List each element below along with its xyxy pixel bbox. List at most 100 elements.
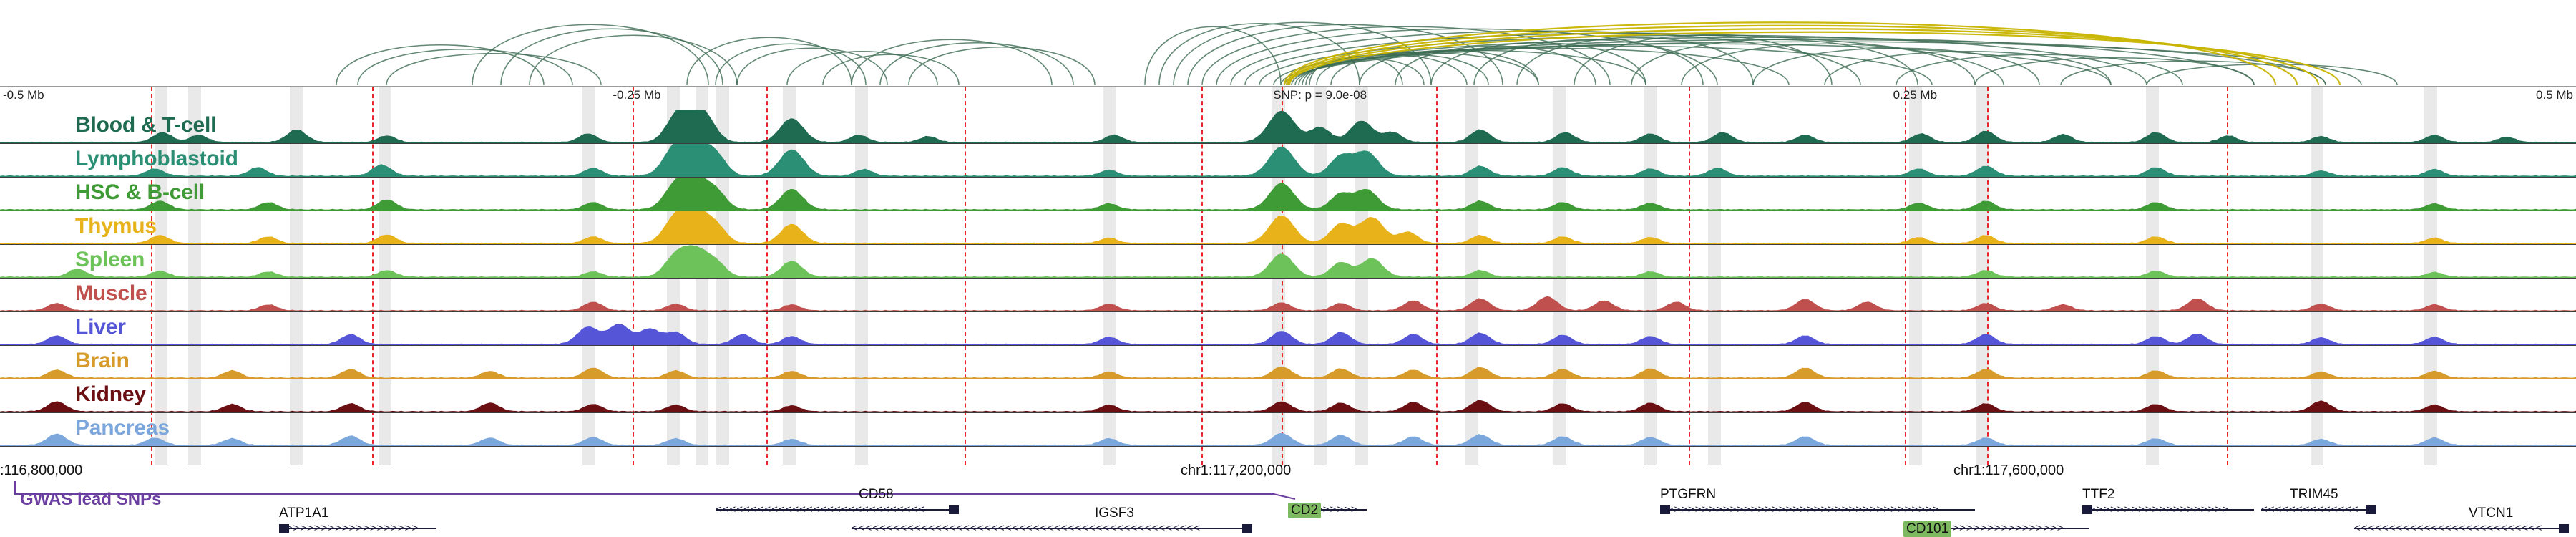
interaction-arc[interactable] — [1287, 28, 2320, 86]
interaction-arc[interactable] — [500, 28, 723, 86]
gene-label[interactable]: CD2 — [1288, 503, 1322, 518]
signal-track[interactable] — [0, 379, 2576, 413]
track-label-liver: Liver — [75, 315, 126, 339]
interaction-arc[interactable] — [1294, 47, 1790, 86]
gwas-lead-snps-label: GWAS lead SNPs — [20, 490, 162, 509]
track-label-hsc-b-cell: HSC & B-cell — [75, 180, 205, 204]
gene-trim45[interactable]: <<<<<<<<<<<<<< TRIM45 — [2261, 487, 2376, 516]
interaction-arc[interactable] — [1574, 34, 1833, 86]
gene-body-line — [1660, 509, 1975, 511]
interaction-arc[interactable] — [822, 54, 960, 86]
highlight-band — [1908, 87, 1922, 465]
coordinate-label: chr1:117,200,000 — [1181, 463, 1292, 478]
gene-exon-block — [2366, 505, 2376, 514]
signal-track[interactable] — [0, 413, 2576, 447]
ld-snp-line[interactable] — [2227, 87, 2229, 465]
interaction-arc[interactable] — [736, 47, 888, 86]
signal-area — [0, 144, 2576, 177]
signal-track[interactable] — [0, 178, 2576, 211]
interaction-arc[interactable] — [786, 51, 938, 86]
interaction-arc[interactable] — [1201, 26, 1611, 86]
interaction-arc[interactable] — [851, 39, 1053, 86]
interaction-arc[interactable] — [1230, 30, 1861, 86]
interaction-arc[interactable] — [1752, 47, 2040, 86]
interaction-arc[interactable] — [1896, 54, 2183, 86]
ld-snp-line[interactable] — [632, 87, 634, 465]
interaction-arc[interactable] — [908, 47, 1096, 86]
gene-label[interactable]: PTGFRN — [1660, 487, 1717, 502]
gene-vtcn1[interactable]: <<<<<<<<<<<<<<<<<<<<<<<<<<< VTCN1 — [2354, 505, 2569, 534]
gene-cd58[interactable]: <<<<<<<<<<<<<<<<<<<<<<<<<<<<<< CD58 — [716, 487, 959, 516]
signal-track[interactable] — [0, 110, 2576, 144]
interaction-arc[interactable] — [686, 37, 852, 86]
ld-snp-line[interactable] — [965, 87, 967, 465]
signal-area — [0, 110, 2576, 143]
interaction-arc[interactable] — [1516, 37, 1754, 86]
interaction-arc[interactable] — [1285, 24, 2298, 86]
interaction-arc[interactable] — [1473, 39, 1704, 86]
signal-track-panel-inner: -0.5 Mb -0.25 Mb SNP: p = 9.0e-08 0.25 Mb 0.… — [0, 87, 2576, 465]
gene-exon-block — [2559, 524, 2569, 533]
interaction-arc[interactable] — [1187, 24, 1503, 86]
axis-tick-label: SNP: p = 9.0e-08 — [1273, 88, 1367, 102]
gene-atp1a1[interactable]: >>>>>>>>>>>>>>>>>>>> ATP1A1 — [279, 505, 436, 534]
gene-strand-arrows: >>>>>>>>>>>>>>>>>>>>>>>>>>>>>>>>>>>>>>>> — [1660, 504, 1940, 516]
gene-ptgfrn[interactable]: >>>>>>>>>>>>>>>>>>>>>>>>>>>>>>>>>>>>>>>>… — [1660, 487, 1975, 516]
interaction-arc[interactable] — [1430, 42, 1646, 86]
gene-igsf3[interactable]: <<<<<<<<<<<<<<<<<<<<<<<<<<<<<<<<<<<<<<<<… — [852, 505, 1252, 534]
ld-snp-line[interactable] — [1436, 87, 1438, 465]
interaction-arc[interactable] — [1216, 28, 1718, 86]
gene-label[interactable]: CD58 — [859, 487, 894, 502]
interaction-arc[interactable] — [1302, 52, 1539, 86]
interaction-arc[interactable] — [2060, 60, 2326, 86]
interaction-arc[interactable] — [336, 44, 545, 86]
coordinate-label: :116,800,000 — [0, 463, 83, 478]
signal-area — [0, 245, 2576, 278]
chromatin-interaction-arc-track[interactable] — [0, 0, 2576, 86]
gene-label[interactable]: TRIM45 — [2290, 487, 2338, 502]
gene-ttf2[interactable]: >>>>>>>>>>>>>>>>>>>>> TTF2 — [2082, 487, 2254, 516]
signal-track[interactable] — [0, 245, 2576, 279]
track-label-pancreas: Pancreas — [75, 416, 170, 440]
interaction-arc[interactable] — [1283, 21, 2277, 86]
interaction-arc[interactable] — [1631, 39, 1918, 86]
gene-strand-arrows: <<<<<<<<<<<<<< — [2261, 504, 2359, 516]
track-label-kidney: Kidney — [75, 382, 146, 406]
interaction-arc[interactable] — [1681, 43, 1976, 86]
track-label-blood-t-cell: Blood & T-cell — [75, 113, 217, 137]
gene-label[interactable]: CD101 — [1903, 521, 1952, 537]
ld-snp-line[interactable] — [1905, 87, 1907, 465]
gene-label[interactable]: TTF2 — [2082, 487, 2115, 502]
gene-label[interactable]: ATP1A1 — [279, 505, 329, 521]
signal-track[interactable] — [0, 279, 2576, 312]
axis-tick-label: -0.25 Mb — [613, 88, 661, 102]
gene-body-line — [716, 509, 959, 511]
axis-tick-label: 0.25 Mb — [1893, 88, 1938, 102]
interaction-arc[interactable] — [1144, 26, 1282, 86]
gene-exon-block — [2082, 505, 2092, 514]
interaction-arc[interactable] — [1288, 31, 2341, 86]
interaction-arc[interactable] — [879, 42, 1074, 86]
gene-body-line — [2354, 528, 2569, 529]
interaction-arc[interactable] — [1824, 51, 2112, 86]
interaction-arc[interactable] — [2146, 64, 2398, 86]
interaction-arc[interactable] — [386, 53, 602, 86]
interaction-arc[interactable] — [472, 24, 709, 86]
ld-snp-line[interactable] — [1688, 87, 1690, 465]
signal-track[interactable] — [0, 346, 2576, 379]
signal-track[interactable] — [0, 211, 2576, 245]
interaction-arc[interactable] — [357, 49, 573, 86]
interaction-arc[interactable] — [1330, 54, 1489, 86]
signal-track[interactable] — [0, 312, 2576, 346]
gene-annotation-track[interactable]: >>>>>>>>>>>>>>>>>>>> ATP1A1 <<<<<<<<<<<<<<… — [0, 487, 2576, 537]
ld-snp-line[interactable] — [1201, 87, 1204, 465]
gene-label[interactable]: IGSF3 — [1095, 505, 1134, 521]
gene-cd101[interactable]: >>>>>>>>>>>>>>>>>>>>>>> CD101 — [1903, 521, 2089, 537]
gene-cd2[interactable]: >>>>>>>>>> CD2 — [1288, 503, 1367, 518]
gene-label[interactable]: VTCN1 — [2469, 505, 2514, 521]
signal-track-panel[interactable]: -0.5 Mb -0.25 Mb SNP: p = 9.0e-08 0.25 Mb 0.… — [0, 86, 2576, 465]
signal-track[interactable] — [0, 144, 2576, 178]
interaction-arc[interactable] — [1316, 58, 1425, 86]
axis-tick-label: -0.5 Mb — [3, 88, 44, 102]
interaction-arc[interactable] — [1974, 57, 2255, 86]
